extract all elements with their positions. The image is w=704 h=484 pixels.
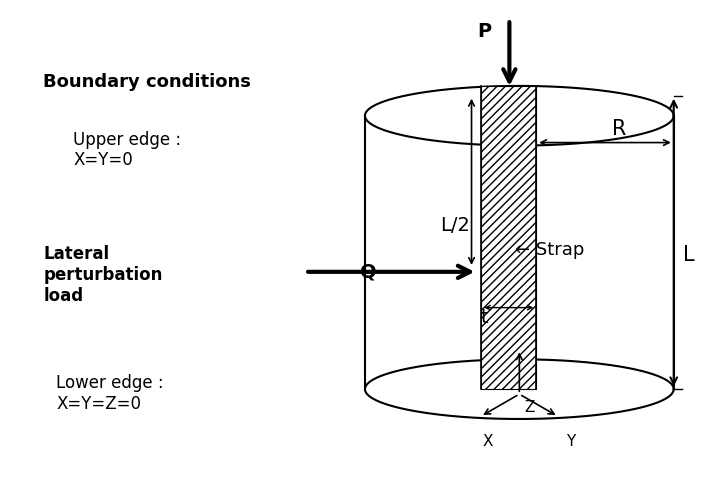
- Text: R: R: [612, 119, 626, 138]
- Text: Boundary conditions: Boundary conditions: [43, 73, 251, 91]
- Text: Lateral
perturbation
load: Lateral perturbation load: [43, 245, 163, 304]
- Text: X: X: [482, 434, 493, 449]
- Text: P: P: [477, 22, 491, 41]
- Text: Z: Z: [524, 400, 534, 415]
- Text: L: L: [683, 245, 694, 265]
- Text: Lower edge :
X=Y=Z=0: Lower edge : X=Y=Z=0: [56, 374, 164, 413]
- Text: Q: Q: [360, 262, 376, 281]
- Text: ← Strap: ← Strap: [515, 241, 584, 259]
- Text: L/2: L/2: [440, 215, 470, 235]
- Text: Upper edge :
X=Y=0: Upper edge : X=Y=0: [73, 131, 181, 169]
- Text: t: t: [481, 308, 489, 327]
- Text: Y: Y: [567, 434, 576, 449]
- Bar: [482, 86, 536, 389]
